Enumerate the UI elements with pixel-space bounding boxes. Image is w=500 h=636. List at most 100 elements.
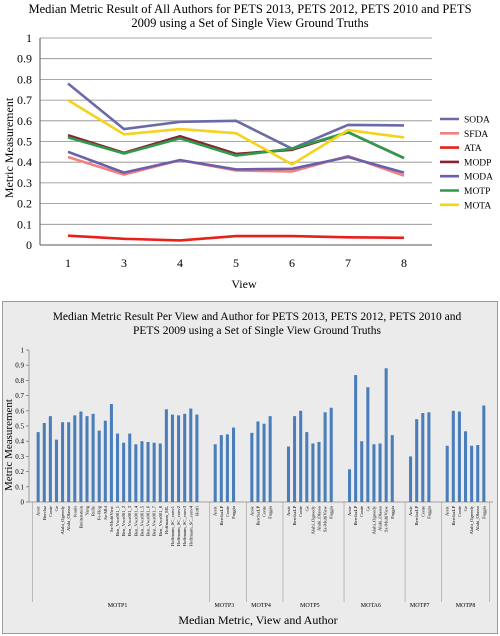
bar-chart-bar [97, 430, 101, 502]
bar-chart-bar [317, 441, 321, 502]
bar-chart-bar [140, 441, 144, 502]
bar-chart-author-label: BerclazLP [414, 506, 419, 526]
line-chart-y-axis-label: Metric Measurement [2, 97, 16, 198]
bar-chart-author-label: Hoffi [194, 505, 199, 516]
bar-chart-author-label: Alahi_Olasso [317, 505, 322, 531]
line-chart-series-ata [67, 234, 405, 242]
bar-chart-bar [299, 410, 303, 502]
bar-chart-bar [164, 409, 168, 502]
bar-chart-author-label: Conte [262, 506, 267, 517]
bar-chart-author-label: BerclazLP [451, 506, 456, 526]
bar-chart-author-label: Sz-MultiView [109, 505, 114, 532]
line-chart-y-tick-label: 0.5 [17, 135, 32, 149]
line-chart-legend-label: MOTA [464, 201, 491, 211]
bar-chart-author-label: BerclazLP [353, 506, 358, 526]
bar-chart-bar [323, 412, 327, 502]
bar-chart-bar [470, 445, 474, 502]
bar-chart-author-label: Ge [54, 506, 59, 511]
line-chart-x-axis-label: View [231, 277, 257, 291]
bar-chart-bar [158, 443, 162, 502]
bar-chart-bar [268, 416, 272, 502]
line-chart-legend-label: ATA [464, 144, 482, 154]
line-chart-legend-label: SFDA [464, 130, 488, 140]
line-chart-series-moda [67, 150, 405, 174]
bar-chart-bar [146, 441, 150, 502]
line-chart-series-motp [67, 130, 405, 160]
line-chart-x-tick-label: 3 [121, 256, 127, 270]
bar-chart-bar [348, 469, 352, 502]
bar-chart-author-label: Hoffmann_SC_conv1 [170, 505, 175, 546]
bar-chart-bar [85, 416, 89, 502]
line-chart-legend-label: MODP [464, 158, 491, 168]
line-chart-y-tick-label: 0.6 [17, 114, 32, 128]
bar-chart-author-label: Arsic [408, 506, 413, 516]
bar-chart-y-tick-label: 0.8 [15, 377, 24, 385]
bar-chart-author-label: Hoffmann_SC_conv4 [188, 505, 193, 546]
bar-chart-author-label: Arsic [36, 506, 41, 516]
bar-chart-bar [103, 420, 107, 502]
bar-chart-author-label: Alahi_Ogreedy [310, 505, 315, 534]
bar-chart-author-label: Ben_Vwx001_6 [146, 505, 151, 536]
bar-chart-bar [67, 422, 71, 502]
bar-chart-author-label: Alahi_Ogreedy [60, 505, 65, 534]
bar-chart-bar [122, 442, 126, 502]
bar-chart-bar [286, 446, 290, 502]
bar-chart-author-label: Alahi_Olasso [475, 505, 480, 531]
bar-chart-author-label: Conte [225, 506, 230, 517]
bar-chart-author-label: Fuggia [231, 506, 236, 519]
bar-chart-bar [48, 416, 52, 502]
bar-chart-author-label: Sz-Mbl [103, 505, 108, 520]
bar-chart-bar [219, 435, 223, 502]
bar-chart-bar [427, 412, 431, 502]
line-chart-x-tick-label: 5 [233, 256, 239, 270]
bar-chart-bar [225, 434, 229, 502]
bar-chart-bar [372, 444, 376, 502]
line-chart-y-tick-label: 1 [26, 31, 32, 45]
bar-chart-bar [183, 413, 187, 502]
bar-chart-author-label: Rolle [91, 506, 96, 516]
bar-chart-group-label: MOTP3 [215, 603, 235, 609]
bar-chart-author-label: BerclazLP [219, 506, 224, 526]
bar-chart-author-label: Arsic [445, 506, 450, 516]
bar-chart-bar [42, 422, 46, 502]
bar-chart-bar [390, 435, 394, 502]
bar-chart-bar [445, 445, 449, 502]
bar-chart-author-label: Ge [304, 506, 309, 511]
bar-chart-bar [73, 415, 77, 502]
bar-chart-bar [415, 419, 419, 502]
bar-chart-group-label: MOTP7 [410, 603, 430, 609]
bar-chart-group-label: MOTP4 [251, 603, 271, 609]
bar-chart-y-axis-label: Metric Measurement [3, 399, 15, 491]
bar-chart-bar [54, 439, 58, 502]
bar-chart-bar [305, 432, 309, 502]
bar-chart-author-label: BerclazLP [255, 506, 260, 526]
bar-chart-author-label: Fuggia [268, 506, 273, 519]
bar-chart-bar [177, 415, 181, 502]
bar-chart-author-label: Ben_Vwx001_7 [152, 505, 157, 536]
bar-chart-y-tick-label: 0.9 [15, 362, 24, 370]
bar-chart-bar [329, 407, 333, 502]
bar-chart-bar [366, 387, 370, 502]
bar-chart-y-tick-label: 1 [21, 347, 25, 355]
bar-chart-group-label: MOTP5 [300, 603, 320, 609]
bar-chart-author-label: Ge [463, 506, 468, 511]
bar-chart-bar [293, 416, 297, 502]
bar-chart-author-label: Ben_Vwx001_2 [121, 505, 126, 536]
bar-chart-author-label: Arsic [249, 506, 254, 516]
bar-chart-y-tick-label: 0.5 [15, 423, 24, 431]
bar-chart-author-label: Yang [85, 505, 90, 515]
bar-chart-author-label: Berclaz [42, 506, 47, 520]
line-chart-x-tick-label: 8 [401, 256, 407, 270]
bar-chart-bar [250, 432, 254, 502]
bar-chart: Median Metric Result Per View and Author… [3, 311, 493, 627]
bar-chart-title-line-2: PETS 2009 using a Set of Single View Gro… [133, 325, 381, 337]
line-chart-legend-label: SODA [464, 116, 490, 126]
bar-chart-bar [61, 422, 65, 502]
bar-chart-bar [384, 368, 388, 502]
line-chart-title-line-1: Median Metric Result of All Authors for … [28, 2, 471, 16]
bar-chart-author-label: Arsic [286, 506, 291, 516]
bar-chart-bar [421, 413, 425, 502]
line-chart-y-tick-label: 0.2 [17, 197, 32, 211]
bar-chart-y-tick-label: 0.4 [15, 438, 24, 446]
line-chart-y-tick-label: 0.7 [17, 93, 32, 107]
